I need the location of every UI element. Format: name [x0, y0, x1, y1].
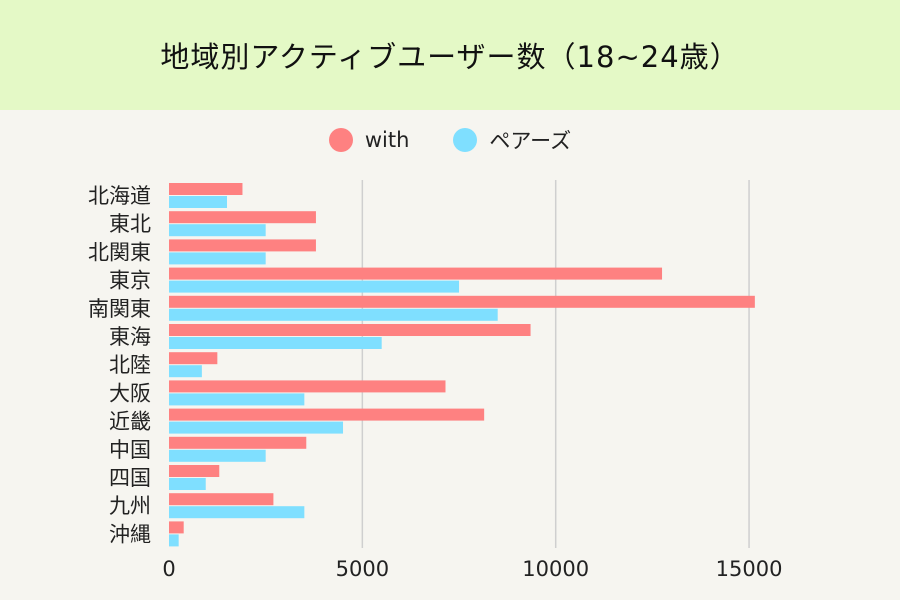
y-category-label: 九州	[109, 494, 151, 518]
bar-pairs	[169, 534, 179, 547]
x-tick-label: 5000	[336, 557, 389, 581]
bar-pairs	[169, 308, 498, 321]
x-tick-label: 10000	[522, 557, 589, 581]
legend-label-pairs: ペアーズ	[489, 129, 572, 153]
bar-pairs	[169, 280, 460, 293]
bar-pairs	[169, 365, 202, 378]
bar-pairs	[169, 393, 305, 406]
bar-with	[169, 493, 274, 506]
bar-with	[169, 324, 531, 336]
y-category-label: 大阪	[109, 381, 151, 405]
y-category-label: 北関東	[88, 240, 151, 264]
x-tick-label: 0	[162, 557, 175, 581]
y-category-label: 北海道	[88, 184, 151, 208]
y-category-label: 東京	[109, 269, 151, 293]
y-category-label: 北陸	[109, 353, 151, 377]
legend-item-pairs: ペアーズ	[453, 125, 571, 155]
legend: with ペアーズ	[0, 122, 900, 158]
bar-with	[169, 465, 220, 477]
bar-pairs	[169, 196, 228, 208]
y-category-label: 近畿	[109, 410, 151, 434]
bar-pairs	[169, 478, 206, 490]
y-category-label: 沖縄	[109, 522, 151, 546]
bar-with	[169, 183, 243, 195]
bar-with	[169, 408, 485, 421]
bar-pairs	[169, 337, 382, 349]
bar-pairs	[169, 252, 266, 265]
legend-label-with: with	[364, 128, 410, 152]
bar-pairs	[169, 506, 305, 519]
y-category-label: 四国	[109, 466, 151, 490]
bar-with	[169, 239, 316, 252]
bar-pairs	[169, 224, 266, 237]
bar-with	[169, 352, 218, 365]
y-category-label: 中国	[109, 438, 151, 462]
bar-with	[169, 521, 184, 534]
y-category-label: 東海	[109, 325, 151, 349]
bar-with	[169, 267, 663, 280]
y-category-label: 南関東	[88, 297, 151, 321]
legend-swatch-pairs	[453, 128, 478, 152]
chart-title: 地域別アクティブユーザー数（18~24歳）	[160, 40, 740, 74]
bar-pairs	[169, 449, 266, 462]
bar-with	[169, 295, 755, 308]
bar-with	[169, 211, 316, 224]
bar-pairs	[169, 421, 344, 434]
x-tick-label: 15000	[716, 557, 783, 581]
bar-with	[169, 436, 307, 449]
y-category-label: 東北	[109, 212, 151, 236]
title-band	[0, 0, 900, 110]
legend-item-with: with	[328, 128, 410, 152]
bar-with	[169, 380, 446, 393]
legend-swatch-with	[328, 128, 353, 152]
